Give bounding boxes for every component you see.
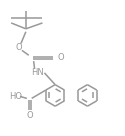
Text: HO: HO bbox=[9, 92, 22, 101]
Text: O: O bbox=[16, 43, 22, 52]
Text: HN: HN bbox=[31, 68, 44, 77]
Text: O: O bbox=[57, 53, 64, 62]
Text: O: O bbox=[26, 112, 33, 120]
